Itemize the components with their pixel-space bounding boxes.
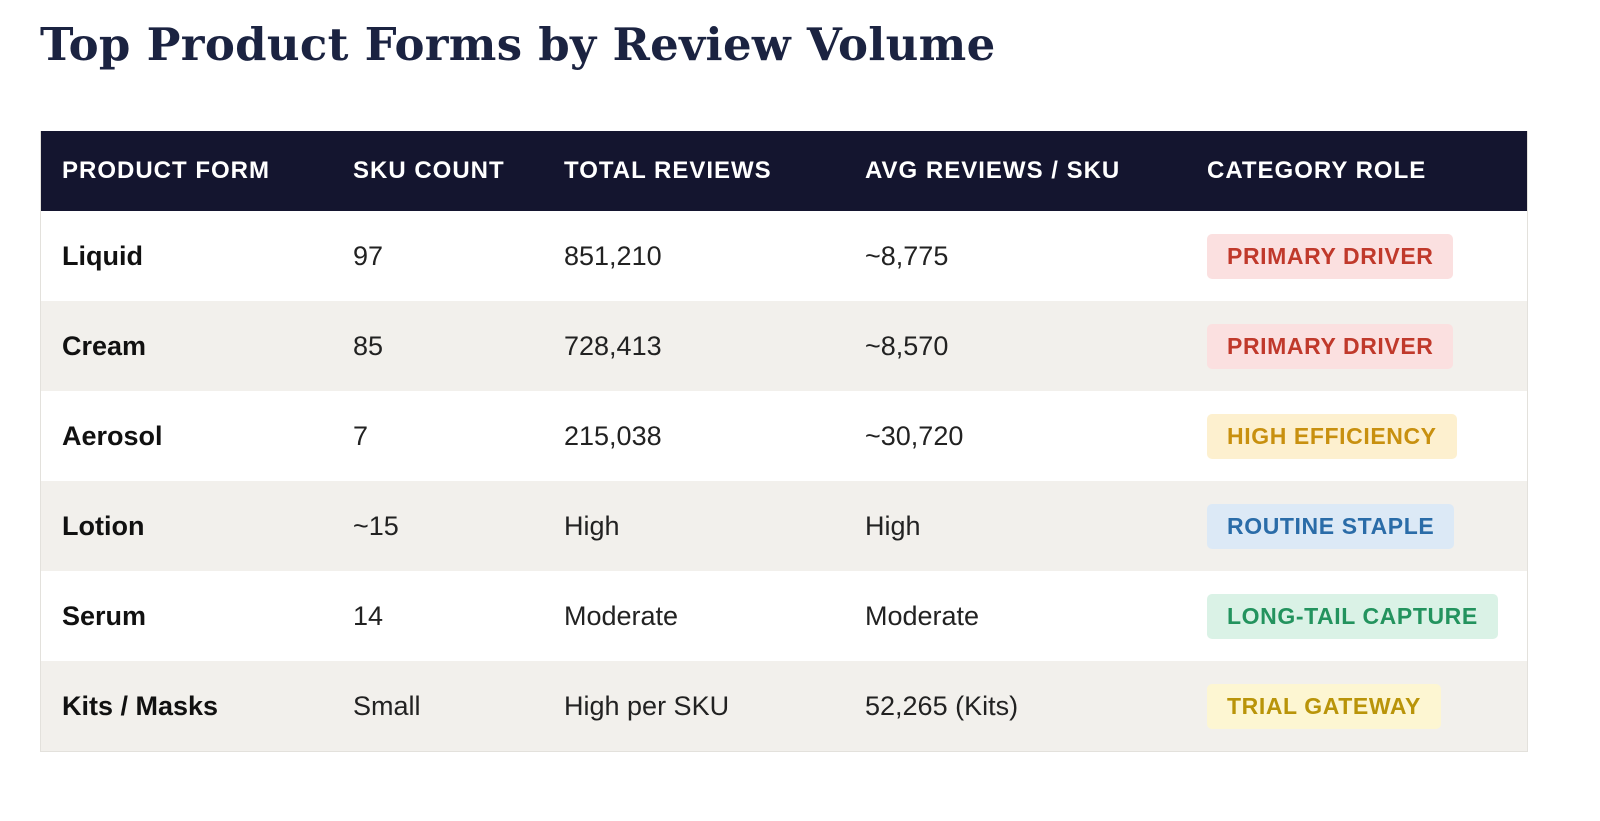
product-forms-table-container: PRODUCT FORM SKU COUNT TOTAL REVIEWS AVG… [40, 131, 1528, 752]
header-total-reviews: TOTAL REVIEWS [564, 157, 772, 184]
category-role-badge: ROUTINE STAPLE [1207, 503, 1455, 549]
cell-category-role: PRIMARY DRIVER [1186, 211, 1527, 301]
cell-total-reviews: High per SKU [564, 690, 730, 721]
table-row: Liquid 97 851,210 ~8,775 PRIMARY DRIVER [41, 211, 1527, 301]
cell-product-form: Liquid [62, 240, 143, 271]
page-title: Top Product Forms by Review Volume [40, 18, 996, 71]
table-row: Kits / Masks Small High per SKU 52,265 (… [41, 661, 1527, 751]
cell-sku-count: 97 [353, 240, 384, 271]
cell-sku-count: 85 [353, 330, 384, 361]
cell-category-role: ROUTINE STAPLE [1186, 481, 1527, 571]
cell-sku-count: 7 [353, 420, 369, 451]
cell-avg-reviews: Moderate [865, 600, 980, 631]
category-role-badge: LONG-TAIL CAPTURE [1207, 593, 1498, 639]
header-product-form: PRODUCT FORM [62, 157, 270, 184]
table-row: Cream 85 728,413 ~8,570 PRIMARY DRIVER [41, 301, 1527, 391]
category-role-badge: TRIAL GATEWAY [1207, 683, 1441, 729]
cell-total-reviews: 728,413 [564, 330, 662, 361]
cell-product-form: Cream [62, 330, 147, 361]
cell-avg-reviews: ~30,720 [865, 420, 964, 451]
category-role-badge: PRIMARY DRIVER [1207, 233, 1454, 279]
cell-sku-count: 14 [353, 600, 384, 631]
table-header: PRODUCT FORM SKU COUNT TOTAL REVIEWS AVG… [41, 131, 1527, 211]
header-sku-count: SKU COUNT [353, 157, 505, 184]
table-body: Liquid 97 851,210 ~8,775 PRIMARY DRIVER … [41, 211, 1527, 751]
category-role-badge: PRIMARY DRIVER [1207, 323, 1454, 369]
table-row: Lotion ~15 High High ROUTINE STAPLE [41, 481, 1527, 571]
category-role-badge: HIGH EFFICIENCY [1207, 413, 1457, 459]
cell-total-reviews: High [564, 510, 620, 541]
cell-product-form: Serum [62, 600, 147, 631]
header-category-role: CATEGORY ROLE [1207, 157, 1427, 184]
table-row: Aerosol 7 215,038 ~30,720 HIGH EFFICIENC… [41, 391, 1527, 481]
table-header-row: PRODUCT FORM SKU COUNT TOTAL REVIEWS AVG… [41, 131, 1527, 211]
cell-sku-count: Small [353, 690, 421, 721]
cell-product-form: Aerosol [62, 420, 163, 451]
cell-category-role: HIGH EFFICIENCY [1186, 391, 1527, 481]
cell-total-reviews: 215,038 [564, 420, 662, 451]
table-row: Serum 14 Moderate Moderate LONG-TAIL CAP… [41, 571, 1527, 661]
product-forms-table: PRODUCT FORM SKU COUNT TOTAL REVIEWS AVG… [41, 131, 1527, 751]
cell-avg-reviews: ~8,775 [865, 240, 949, 271]
cell-product-form: Lotion [62, 510, 145, 541]
cell-avg-reviews: 52,265 (Kits) [865, 690, 1019, 721]
cell-category-role: PRIMARY DRIVER [1186, 301, 1527, 391]
cell-product-form: Kits / Masks [62, 690, 219, 721]
header-avg-reviews-per-sku: AVG REVIEWS / SKU [865, 157, 1121, 184]
cell-category-role: LONG-TAIL CAPTURE [1186, 571, 1527, 661]
cell-total-reviews: Moderate [564, 600, 679, 631]
cell-category-role: TRIAL GATEWAY [1186, 661, 1527, 751]
cell-avg-reviews: ~8,570 [865, 330, 949, 361]
cell-sku-count: ~15 [353, 510, 399, 541]
cell-total-reviews: 851,210 [564, 240, 662, 271]
cell-avg-reviews: High [865, 510, 921, 541]
